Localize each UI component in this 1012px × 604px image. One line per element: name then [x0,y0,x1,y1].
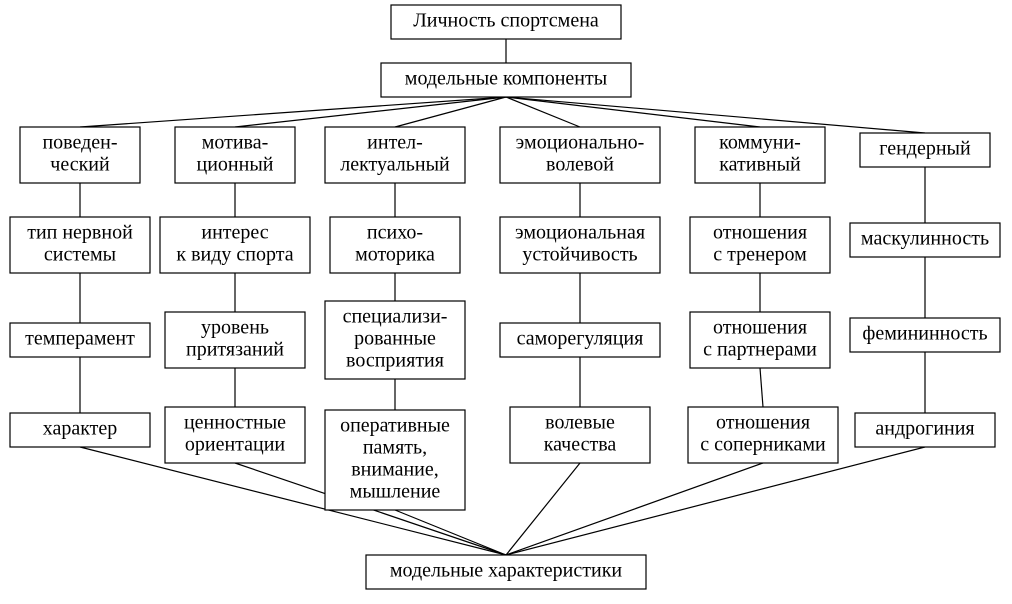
node-c6c: андрогиния [855,413,995,447]
node-c2a: интереск виду спорта [160,217,310,273]
node-label-c6c-line0: андрогиния [875,418,974,440]
node-c5b: отношенияс партнерами [690,312,830,368]
node-c3a: психо-моторика [330,217,460,273]
node-c3: интел-лектуальный [325,127,465,183]
node-label-c2b-line0: уровень [201,317,269,339]
edges-layer [80,39,925,555]
node-label-c5b-line1: с партнерами [703,339,817,361]
node-label-c2c-line1: ориентации [185,434,286,456]
node-c4c: волевыекачества [510,407,650,463]
node-label-c5c-line1: с соперниками [700,434,826,456]
node-label-c5a-line1: с тренером [713,244,807,266]
node-label-c3c-line2: внимание, [351,459,439,481]
node-label-root-line0: Личность спортсмена [413,10,599,32]
node-label-c2a-line0: интерес [201,222,268,244]
node-label-c1c-line0: характер [43,418,118,440]
node-label-c1a-line1: системы [44,244,116,266]
node-c4: эмоционально-волевой [500,127,660,183]
node-label-c3b-line1: рованные [354,328,436,350]
node-label-c5-line0: коммуни- [719,132,801,154]
node-label-c2c-line0: ценностные [184,412,286,434]
node-label-c1a-line0: тип нервной [27,222,133,244]
node-c3c: оперативныепамять,внимание,мышление [325,410,465,510]
node-label-model-line0: модельные компоненты [405,68,607,90]
node-root: Личность спортсмена [391,5,621,39]
node-c5a: отношенияс тренером [690,217,830,273]
node-c1c: характер [10,413,150,447]
node-label-c4a-line0: эмоциональная [515,222,645,244]
node-label-c6b-line0: фемининность [862,323,987,345]
nodes-layer: Личность спортсмена модельные компоненты п… [10,5,1000,589]
node-c3b: специализи-рованныевосприятия [325,301,465,379]
diagram-canvas: Личность спортсмена модельные компоненты п… [0,0,1012,604]
node-label-c4c-line0: волевые [545,412,615,434]
node-c2b: уровеньпритязаний [165,312,305,368]
node-label-c3c-line0: оперативные [340,415,450,437]
node-c5: коммуни-кативный [695,127,825,183]
node-label-c2-line1: ционный [197,154,274,176]
edge-c5c-bottom [506,463,763,555]
node-c5c: отношенияс соперниками [688,407,838,463]
node-label-c4b-line0: саморегуляция [517,328,644,350]
node-bottom: модельные характеристики [366,555,646,589]
node-label-c4c-line1: качества [544,434,617,456]
node-label-c3-line0: интел- [367,132,423,154]
node-label-c6-line0: гендерный [879,138,971,160]
node-c2c: ценностныеориентации [165,407,305,463]
node-label-c4-line0: эмоционально- [516,132,645,154]
node-c1a: тип нервнойсистемы [10,217,150,273]
edge-model-c2 [235,97,506,127]
node-label-c5b-line0: отношения [713,317,807,339]
edge-c5b-c5c [760,368,763,407]
node-c2: мотива-ционный [175,127,295,183]
node-label-c4-line1: волевой [546,154,614,176]
node-label-c1-line0: поведен- [42,132,117,154]
node-label-c2a-line1: к виду спорта [176,244,293,266]
node-label-c3b-line2: восприятия [346,350,444,372]
node-label-c5-line1: кативный [719,154,801,176]
node-label-c3-line1: лектуальный [340,154,450,176]
node-label-c3b-line0: специализи- [343,306,448,328]
node-label-c6a-line0: маскулинность [861,228,989,250]
node-label-c3a-line0: психо- [367,222,423,244]
node-label-c4a-line1: устойчивость [522,244,637,266]
node-c6: гендерный [860,133,990,167]
node-c1b: темперамент [10,323,150,357]
node-c6b: фемининность [850,318,1000,352]
node-label-c2-line0: мотива- [202,132,269,154]
node-label-c5a-line0: отношения [713,222,807,244]
node-c1: поведен-ческий [20,127,140,183]
node-c6a: маскулинность [850,223,1000,257]
node-label-c3c-line1: память, [363,437,427,459]
node-label-c2b-line1: притязаний [186,339,284,361]
node-label-c1b-line0: темперамент [25,328,135,350]
node-model: модельные компоненты [381,63,631,97]
node-label-c3c-line3: мышление [350,481,441,503]
edge-model-c1 [80,97,506,127]
edge-c3c-bottom [395,510,506,555]
node-label-bottom-line0: модельные характеристики [390,560,623,582]
node-label-c5c-line0: отношения [716,412,810,434]
node-label-c1-line1: ческий [50,154,110,176]
node-c4a: эмоциональнаяустойчивость [500,217,660,273]
node-c4b: саморегуляция [500,323,660,357]
node-label-c3a-line1: моторика [355,244,435,266]
